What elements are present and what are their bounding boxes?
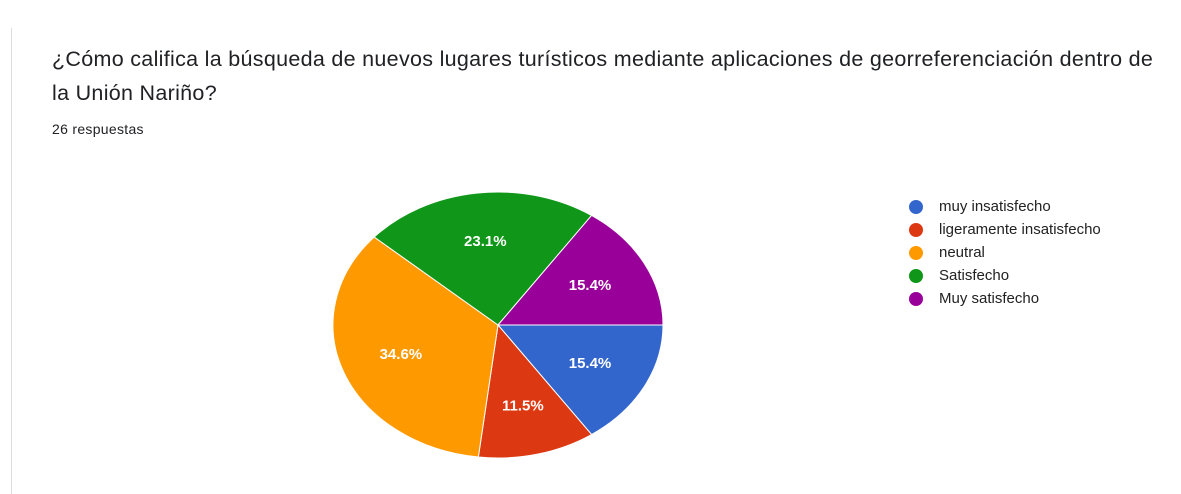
- legend-swatch: [909, 269, 923, 283]
- slice-label: 15.4%: [569, 277, 612, 294]
- slice-label: 11.5%: [502, 397, 544, 414]
- legend-swatch: [909, 223, 923, 237]
- card-border: [11, 28, 12, 494]
- response-count: 26 respuestas: [52, 121, 144, 137]
- slice-label: 34.6%: [380, 346, 423, 363]
- legend-swatch: [909, 200, 923, 214]
- legend-label: Muy satisfecho: [939, 290, 1039, 307]
- slice-label: 23.1%: [464, 233, 507, 250]
- legend-label: muy insatisfecho: [939, 198, 1051, 215]
- pie-slice: [332, 236, 499, 458]
- pie-slice: [477, 323, 593, 459]
- legend-label: Satisfecho: [939, 267, 1009, 284]
- pie-slice: [496, 214, 664, 326]
- legend-swatch: [909, 246, 923, 260]
- legend-label: neutral: [939, 244, 985, 261]
- pie-slice: [373, 191, 593, 326]
- legend-swatch: [909, 292, 923, 306]
- pie-slice: [496, 324, 664, 436]
- legend-label: ligeramente insatisfecho: [939, 221, 1101, 238]
- chart-title: ¿Cómo califica la búsqueda de nuevos lug…: [52, 47, 1154, 105]
- slice-label: 15.4%: [569, 355, 612, 372]
